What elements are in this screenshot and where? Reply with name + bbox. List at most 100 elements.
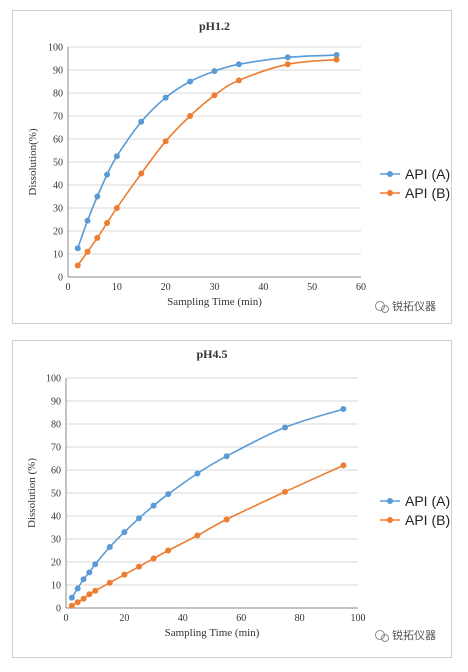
data-point <box>282 488 288 495</box>
data-point <box>282 424 288 431</box>
data-point <box>94 234 101 241</box>
y-tick-label: 80 <box>51 420 61 431</box>
data-point <box>92 561 99 568</box>
y-tick-label: 100 <box>48 43 63 54</box>
y-tick-label: 30 <box>51 535 61 546</box>
data-point <box>162 138 169 145</box>
series-line-api-a <box>77 54 337 249</box>
legend-swatch-marker <box>387 171 393 177</box>
y-tick-label: 10 <box>53 250 63 261</box>
data-point <box>211 68 218 75</box>
x-tick-label: 40 <box>258 282 268 293</box>
y-tick-label: 30 <box>53 204 63 215</box>
y-axis-label: Dissolution (%) <box>26 458 38 528</box>
data-point <box>80 595 87 602</box>
data-point <box>284 54 291 61</box>
data-point <box>136 563 142 570</box>
chart-panel-ph1-2: pH1.2 0 10 20 30 40 50 60 70 80 90 100 0 10 20 30 40 50 60… <box>12 10 452 324</box>
y-tick-label: 70 <box>51 443 61 454</box>
chart-ph1-2: pH1.2 0 10 20 30 40 50 60 70 80 90 100 0 10 20 30 40 50 60… <box>27 19 450 313</box>
data-point <box>235 61 242 68</box>
y-tick-label: 60 <box>53 135 63 146</box>
y-tick-label: 20 <box>51 558 61 569</box>
data-point <box>84 217 91 224</box>
chart-title: pH1.2 <box>199 19 230 33</box>
legend-label: API (A) <box>405 493 450 509</box>
legend-label: API (A) <box>405 166 450 182</box>
data-point <box>74 585 81 592</box>
data-point <box>162 94 169 101</box>
legend-swatch-marker <box>387 190 393 196</box>
data-point <box>333 56 340 63</box>
legend-label: API (B) <box>405 512 450 528</box>
x-tick-label: 0 <box>64 613 69 624</box>
data-point <box>211 92 218 99</box>
data-point <box>68 602 75 609</box>
y-tick-label: 20 <box>53 227 63 238</box>
x-axis-label: Sampling Time (min) <box>165 627 260 639</box>
x-tick-label: 0 <box>66 282 71 293</box>
y-tick-label: 40 <box>51 512 61 523</box>
data-point <box>74 262 81 269</box>
data-point <box>104 171 111 178</box>
y-tick-label: 50 <box>51 489 61 500</box>
chart-title: pH4.5 <box>196 347 227 361</box>
data-point <box>187 78 194 85</box>
y-tick-label: 50 <box>53 158 63 169</box>
wechat-icon-bubble <box>381 305 389 313</box>
data-point <box>121 571 128 578</box>
x-tick-label: 60 <box>356 282 366 293</box>
y-tick-label: 0 <box>58 273 63 284</box>
data-point <box>223 453 230 460</box>
data-point <box>138 118 145 125</box>
data-point <box>74 245 81 252</box>
y-tick-label: 60 <box>51 466 61 477</box>
data-point <box>136 515 142 522</box>
y-tick-label: 70 <box>53 112 63 123</box>
data-point <box>84 248 91 255</box>
data-point <box>150 555 157 562</box>
y-tick-label: 90 <box>53 66 63 77</box>
y-tick-label: 40 <box>53 181 63 192</box>
data-point <box>223 516 230 523</box>
data-point <box>104 219 111 226</box>
legend-label: API (B) <box>405 185 450 201</box>
chart-ph4-5: pH4.5 0 10 20 30 40 50 60 70 80 90 100 0 20 40 60 80 100 S… <box>26 347 450 642</box>
x-tick-label: 60 <box>236 613 246 624</box>
x-axis-label: Sampling Time (min) <box>167 296 262 308</box>
data-point <box>121 529 128 536</box>
y-tick-label: 90 <box>51 397 61 408</box>
x-tick-label: 80 <box>295 613 305 624</box>
data-point <box>68 594 75 601</box>
y-tick-label: 80 <box>53 89 63 100</box>
data-point <box>194 532 201 539</box>
data-point <box>165 547 172 554</box>
wechat-icon-bubble <box>381 634 389 642</box>
data-point <box>138 170 145 177</box>
data-point <box>92 587 99 594</box>
x-tick-label: 20 <box>119 613 129 624</box>
data-point <box>74 599 81 606</box>
data-point <box>165 491 172 498</box>
x-tick-label: 10 <box>112 282 122 293</box>
x-tick-label: 40 <box>178 613 188 624</box>
data-point <box>187 113 194 119</box>
legend-swatch-marker <box>387 498 393 504</box>
data-point <box>150 502 157 509</box>
data-point <box>340 406 347 413</box>
data-point <box>340 462 347 469</box>
data-point <box>235 77 242 84</box>
legend-swatch-marker <box>387 517 393 523</box>
series-line-api-a <box>71 408 344 599</box>
x-tick-label: 20 <box>161 282 171 293</box>
x-tick-label: 50 <box>307 282 317 293</box>
data-point <box>194 470 201 477</box>
x-tick-label: 100 <box>351 613 366 624</box>
data-point <box>86 569 93 576</box>
data-point <box>80 576 87 583</box>
data-point <box>94 193 101 200</box>
data-point <box>86 591 93 598</box>
watermark-text: 锐拓仪器 <box>392 299 436 313</box>
data-point <box>113 205 120 211</box>
y-tick-label: 100 <box>46 374 61 385</box>
